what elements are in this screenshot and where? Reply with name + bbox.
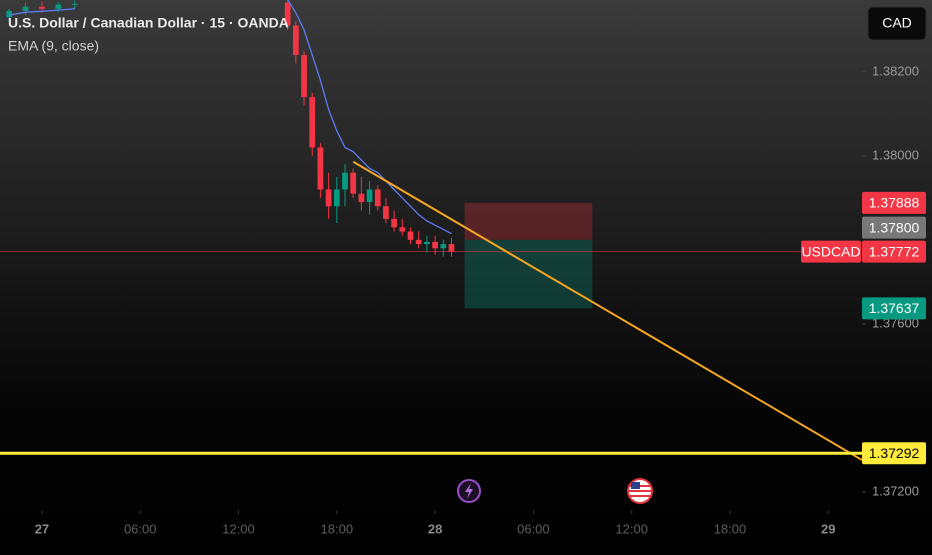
candle-body [22,6,29,11]
x-tick-label: 29 [821,521,835,536]
candle-body [366,189,373,203]
candle-body [374,189,381,207]
currency-button[interactable]: CAD [867,6,927,41]
candle-body [292,25,299,56]
x-tick-label: 06:00 [124,521,157,536]
price-label-bg [862,216,926,239]
ema-line [9,0,452,235]
price-label: 1.37772 [869,243,920,259]
candle-body [317,147,324,190]
y-tick-label: 1.38000 [872,147,919,162]
x-tick-label: 27 [35,521,49,536]
candle-body [350,172,357,194]
price-label-bg [862,191,926,214]
flash-symbol [465,483,473,499]
price-label: 1.37800 [869,219,920,235]
candle-body [342,172,348,190]
plot-area [0,0,862,461]
target-zone [464,239,593,309]
button-bg[interactable] [867,6,927,41]
candle-body [358,193,365,203]
candle-body [424,241,430,245]
price-label: 1.37292 [869,445,920,461]
y-tick-label: 1.37200 [872,483,919,498]
event-icon[interactable] [627,478,653,504]
symbol-label: USDCAD [801,243,860,259]
candle-body [333,189,340,207]
y-tick-label: 1.38200 [872,63,919,78]
candle-body [407,231,414,240]
chart-title: U.S. Dollar / Canadian Dollar · 15 · OAN… [8,15,289,31]
x-tick-label: 06:00 [517,521,550,536]
x-tick-label: 18:00 [321,521,354,536]
x-tick-label: 12:00 [222,521,255,536]
symbol-label-bg [801,240,861,263]
currency-label[interactable]: CAD [882,15,912,31]
candle-body [284,2,291,26]
candle-body [309,97,316,148]
candle-body [71,3,78,5]
x-tick-label: 12:00 [615,521,648,536]
candle-body [440,244,447,249]
candle-body [6,10,13,18]
price-label: 1.37888 [869,195,920,211]
candle-body [391,218,398,228]
candle-body [39,6,45,9]
event-icon[interactable] [457,479,481,503]
price-label: 1.37637 [869,300,920,316]
stop-zone [464,202,593,240]
price-label-bg [862,297,926,320]
candle-body [432,241,438,249]
candle-body [325,189,332,207]
candle-body [448,244,455,252]
indicator-label: EMA (9, close) [8,38,99,54]
candle-body [383,206,389,219]
candle-body [399,227,406,232]
flag-canton [631,482,640,489]
x-tick-label: 18:00 [714,521,747,536]
x-tick-label: 28 [428,521,442,536]
candle-body [301,55,307,98]
price-label-bg [862,240,926,263]
price-label-bg [862,442,926,465]
candle-body [55,4,62,9]
candle-body [415,239,422,245]
trendline [352,160,862,461]
